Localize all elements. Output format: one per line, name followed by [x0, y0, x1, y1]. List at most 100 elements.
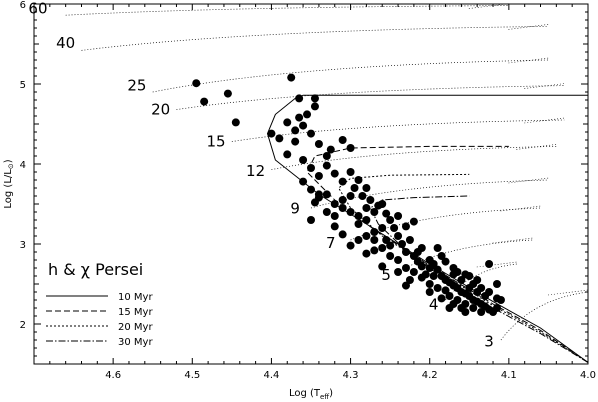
star-point [485, 260, 494, 268]
star-point [366, 196, 375, 204]
star-point [378, 244, 387, 252]
star-point [346, 168, 355, 176]
star-point [401, 248, 410, 256]
isochrone-30-myr [369, 195, 589, 363]
star-point [441, 257, 450, 266]
mass-label-4: 4 [429, 296, 439, 314]
star-point [461, 308, 470, 316]
star-point [401, 222, 410, 231]
star-point [374, 201, 383, 210]
star-point [378, 262, 387, 271]
star-point [405, 276, 414, 284]
star-point [409, 268, 418, 276]
x-axis-title-main: Log (T [289, 388, 321, 399]
star-point [338, 230, 347, 239]
star-point [322, 190, 331, 199]
plot-frame [33, 3, 589, 365]
star-point [354, 212, 363, 220]
star-point [303, 110, 312, 119]
star-point [362, 204, 371, 212]
star-point [492, 280, 501, 288]
star-point [492, 294, 501, 303]
mass-label-20: 20 [151, 100, 170, 118]
star-point [291, 126, 300, 135]
star-point [398, 240, 407, 248]
star-point [200, 97, 209, 106]
legend-label-1: 10 Myr [118, 292, 153, 303]
star-point [382, 209, 391, 218]
star-point [441, 286, 450, 295]
star-point [477, 284, 486, 292]
star-point [338, 196, 347, 204]
mass-track-branch-12 [516, 144, 557, 150]
star-point [433, 265, 442, 274]
star-point [445, 304, 454, 312]
star-point [223, 89, 232, 98]
mass-track-branch-20 [524, 83, 565, 89]
mass-track-branch-5 [492, 237, 533, 244]
star-point [394, 256, 403, 264]
star-point [346, 192, 355, 200]
star-point [346, 144, 355, 152]
star-point [338, 177, 347, 186]
star-point [386, 216, 395, 224]
x-tick-label: 4.6 [105, 370, 121, 381]
star-point [461, 270, 470, 279]
star-point [437, 252, 446, 260]
star-point [354, 176, 363, 184]
star-point [358, 192, 367, 200]
star-point [314, 190, 323, 199]
mass-track-branch-40 [508, 24, 549, 30]
mass-label-12: 12 [246, 162, 265, 180]
mass-track-4 [445, 263, 517, 301]
star-point [295, 113, 304, 122]
star-point [473, 276, 482, 284]
legend-label-2: 15 Myr [118, 307, 153, 318]
x-tick-label: 4.4 [263, 370, 279, 381]
star-point [322, 161, 331, 170]
star-point [330, 222, 339, 231]
star-point [409, 217, 418, 226]
y-tick-label: 2 [20, 320, 26, 331]
star-point [394, 268, 403, 276]
star-point [314, 172, 323, 180]
star-point [386, 252, 395, 260]
star-point [417, 262, 426, 271]
star-point [390, 224, 399, 232]
mass-track-branch-3 [547, 289, 589, 296]
star-point [362, 184, 371, 192]
x-tick-label: 4.2 [422, 370, 438, 381]
star-point [350, 184, 359, 192]
star-point [425, 280, 434, 288]
star-point [394, 232, 403, 240]
star-point [485, 288, 494, 296]
y-tick-label: 3 [20, 240, 26, 251]
star-point [299, 121, 308, 130]
mass-track-25 [152, 59, 549, 93]
mass-label-60: 60 [28, 0, 47, 18]
star-point [310, 198, 319, 207]
star-point [453, 268, 462, 276]
mass-track-3 [500, 291, 589, 341]
stars-scatter [192, 73, 505, 316]
x-tick-label: 4.1 [501, 370, 517, 381]
star-point [394, 212, 403, 220]
star-point [417, 244, 426, 252]
x-axis-title: Log (Teff) [289, 388, 333, 401]
star-point [322, 208, 331, 216]
y-axis-title-sub: ⊙ [7, 163, 15, 169]
x-tick-label: 4.5 [184, 370, 200, 381]
mass-label-15: 15 [206, 132, 225, 150]
star-point [386, 241, 395, 250]
star-point [382, 236, 391, 244]
mass-label-25: 25 [127, 76, 146, 94]
legend-title: h & χ Persei [48, 260, 143, 279]
star-point [433, 244, 442, 252]
star-point [322, 152, 331, 160]
star-point [287, 73, 296, 82]
x-axis-title-sub: eff [320, 393, 329, 401]
star-point [437, 294, 446, 303]
legend: h & χ Persei 10 Myr 15 Myr 20 Myr 30 Myr [46, 260, 153, 348]
mass-track-12 [271, 146, 557, 170]
